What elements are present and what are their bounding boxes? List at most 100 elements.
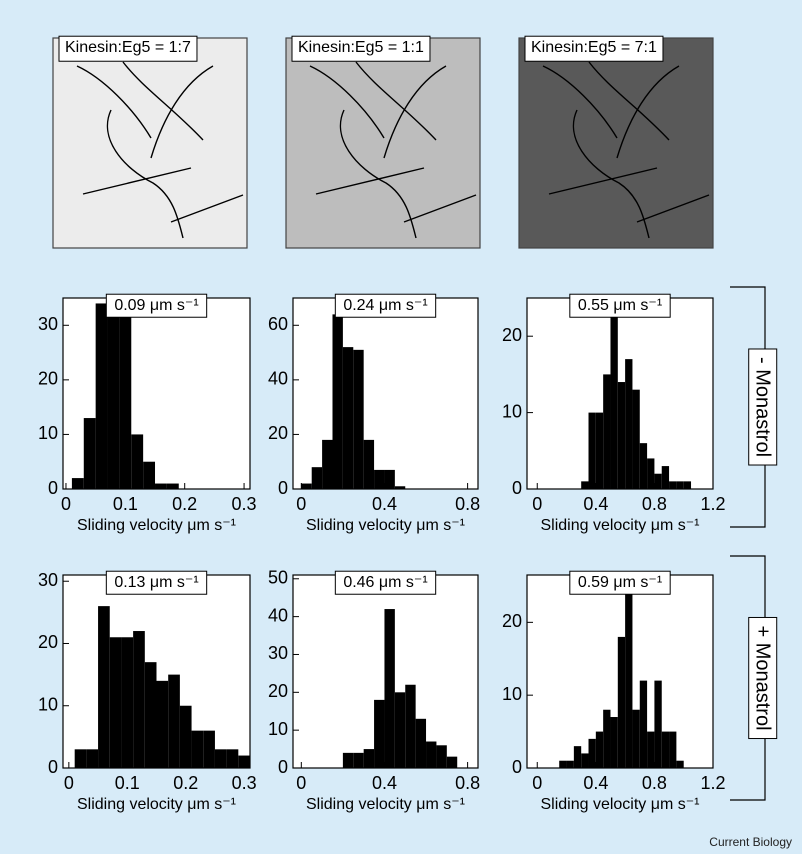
bar [632,389,640,489]
bar [119,298,132,489]
x-axis-label: Sliding velocity μm s⁻¹ [306,517,465,534]
y-tick-label: 0 [278,757,288,777]
annotation-box [105,570,208,595]
bar [654,473,662,489]
bar [639,680,648,768]
bar [301,483,312,489]
annotation: 0.24 μm s⁻¹ [343,297,427,314]
histogram: 0 10 20 30 0 0.1 0.2 0.3 Sliding velocity μm s⁻¹… [38,293,257,534]
bar [107,298,120,489]
bar [156,680,169,768]
bar [131,434,144,489]
x-tick-label: 0.2 [172,494,197,514]
bars [581,313,692,489]
condition-label-box [748,348,778,466]
x-tick-label: 0.4 [583,494,608,514]
y-tick-label: 10 [38,423,58,443]
x-tick-label: 0.8 [642,494,667,514]
bar [436,745,447,768]
annotation: 0.13 μm s⁻¹ [114,574,198,591]
bar [83,418,96,489]
bar [617,636,626,768]
bar [669,481,677,489]
bar [384,469,395,489]
bar [588,738,596,768]
bar [121,637,134,768]
x-tick-label: 0.4 [372,773,397,793]
bar [625,578,633,768]
bars [74,606,250,768]
bar [342,752,354,768]
plot-area [293,298,478,489]
annotation: 0.09 μm s⁻¹ [114,297,198,314]
bar [342,347,354,489]
panel-label: Kinesin:Eg5 = 1:7 [65,39,191,56]
bar [384,609,395,768]
y-tick-label: 20 [502,611,522,631]
bar [374,469,385,489]
bar [363,439,375,489]
bar [647,458,655,489]
bar [610,313,618,489]
histogram: 0 10 20 30 0 0.1 0.2 0.3 Sliding velocity μm s⁻¹… [38,570,257,813]
x-tick-label: 0.3 [232,773,257,793]
bar [581,481,589,489]
bar [238,755,250,768]
credit: Current Biology [709,835,792,849]
bar [394,486,406,489]
bar [353,349,364,489]
bar [654,680,662,768]
bar [166,483,179,489]
panel-square [518,37,714,249]
y-tick-label: 10 [38,694,58,714]
bar [214,749,227,768]
bar [71,478,84,489]
y-tick-label: 50 [268,568,288,588]
bar [203,730,215,768]
x-tick-label: 0.8 [455,494,480,514]
y-tick-label: 20 [268,423,288,443]
bar [86,749,99,768]
condition-label: - Monastrol [752,357,774,457]
bar [595,731,604,768]
x-tick-label: 0 [296,494,306,514]
y-tick-label: 20 [268,681,288,701]
bar [363,749,375,768]
annotation: 0.55 μm s⁻¹ [578,297,662,314]
bar [179,705,192,768]
bar [610,717,618,768]
x-tick-label: 0 [532,773,542,793]
bar [311,467,323,489]
bars [342,609,458,768]
x-tick-label: 0.3 [232,494,257,514]
x-axis-label: Sliding velocity μm s⁻¹ [77,517,236,534]
panel-square [285,37,481,249]
x-axis-label: Sliding velocity μm s⁻¹ [540,517,699,534]
bar [573,746,582,768]
bar [566,760,574,768]
bar [603,374,611,489]
annotation: 0.59 μm s⁻¹ [578,574,662,591]
panel-label-box [291,35,431,62]
panel: Kinesin:Eg5 = 1:7 [52,35,248,249]
bar [353,752,364,768]
bar [617,382,626,489]
bar [581,753,589,768]
condition-label: + Monastrol [752,625,774,730]
panel-label-box [58,35,198,62]
bar [683,481,692,489]
bar [144,662,157,768]
annotation-box [569,293,671,318]
x-tick-label: 0.8 [455,773,480,793]
annotation-box [334,293,437,318]
x-tick-label: 1.2 [700,494,725,514]
bar [322,439,333,489]
bar [676,481,684,489]
y-tick-label: 20 [502,325,522,345]
bar [625,359,633,489]
bars [71,298,179,489]
annotation-box [334,570,437,595]
